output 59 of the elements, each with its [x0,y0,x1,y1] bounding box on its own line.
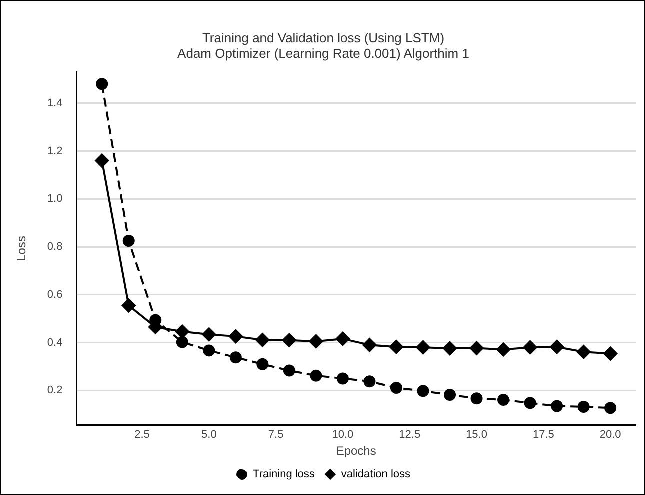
point [96,78,108,90]
point [256,358,269,370]
y-axis-title: Loss [14,236,29,262]
legend-label: validation loss [341,468,412,481]
point [256,333,270,348]
y-tick-label: 1.4 [47,97,63,110]
point [282,333,296,348]
y-tick-label: 0.8 [47,241,63,254]
x-axis-title: Epochs [336,444,376,458]
point [390,382,402,394]
point [122,298,136,313]
point [283,364,296,377]
point [175,324,190,339]
point [550,340,564,354]
point [336,372,349,385]
point [443,342,458,356]
point [310,370,322,382]
point [202,328,216,342]
chart-subtitle: Adam Optimizer (Learning Rate 0.001) Algorthim 1 [178,46,470,61]
point [523,340,538,355]
point [122,235,135,248]
point [176,336,188,348]
point [496,342,511,357]
point [203,344,216,357]
point [416,340,430,355]
point [470,341,484,356]
point [498,394,510,406]
y-tick-label: 0.2 [47,384,63,397]
point [230,352,242,364]
point [417,385,430,398]
x-tick-label: 10.0 [332,429,354,442]
point [389,340,404,354]
point [95,154,110,168]
x-tick-label: 2.5 [134,429,150,442]
point [524,397,536,410]
y-tick-label: 1.0 [47,193,63,206]
y-tick-label: 0.6 [47,288,63,301]
point [228,330,243,344]
point [578,400,590,413]
chart-title: Training and Validation loss (Using LSTM) [202,30,445,46]
point [604,346,618,361]
point [470,392,483,405]
x-tick-label: 7.5 [268,429,284,442]
point [551,400,564,412]
point [336,332,350,346]
point [576,345,591,360]
legend-label: Training loss [252,468,316,481]
point [444,388,456,401]
point [309,334,324,349]
x-tick-label: 5.0 [202,429,217,442]
point [364,376,376,388]
x-tick-label: 17.5 [532,429,554,442]
y-tick-label: 0.4 [47,336,63,349]
point [604,402,617,414]
x-tick-label: 12.5 [399,429,421,442]
point [362,338,377,352]
x-tick-label: 15.0 [466,429,488,442]
y-tick-label: 1.2 [47,145,63,158]
x-tick-label: 20.0 [600,429,622,442]
